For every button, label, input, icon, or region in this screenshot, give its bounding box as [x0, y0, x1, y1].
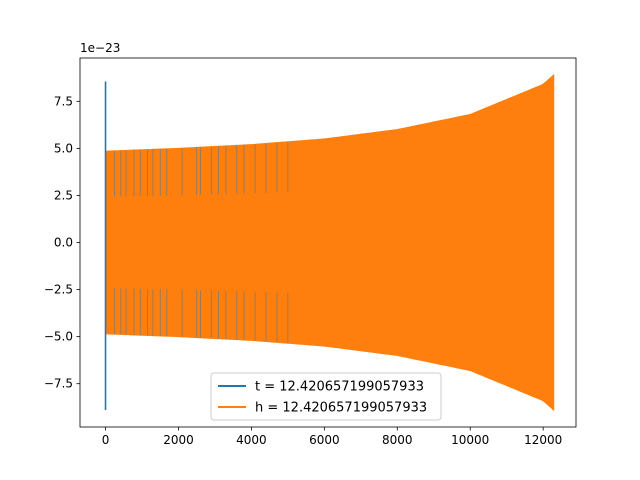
series-h-envelope [105, 73, 555, 412]
legend: t = 12.420657199057933 h = 12.42065719905… [210, 372, 442, 421]
y-tick-label: 7.5 [54, 94, 73, 108]
y-tick-label: −5.0 [44, 330, 73, 344]
plot-area [104, 73, 555, 412]
legend-box [210, 372, 442, 421]
y-tick-label: 0.0 [54, 236, 73, 250]
legend-label: h = 12.420657199057933 [255, 401, 427, 416]
y-tick-label: 2.5 [54, 188, 73, 202]
x-tick-label: 0 [102, 433, 110, 447]
x-tick-label: 10000 [451, 433, 489, 447]
x-tick-label: 8000 [382, 433, 413, 447]
y-offset-label: 1e−23 [80, 41, 120, 55]
y-tick-label: −7.5 [44, 377, 73, 391]
ticks: 0 2000 4000 6000 8000 10000 12000 −7.5 −5.0 −2.5 0… [44, 94, 562, 447]
series-group [104, 73, 555, 412]
x-tick-label: 2000 [163, 433, 194, 447]
series-t-streaks [114, 141, 289, 344]
x-tick-label: 6000 [309, 433, 340, 447]
x-tick-label: 4000 [236, 433, 267, 447]
y-tick-label: −2.5 [44, 283, 73, 297]
y-tick-label: 5.0 [54, 141, 73, 155]
legend-label: t = 12.420657199057933 [255, 380, 424, 395]
x-tick-label: 12000 [524, 433, 562, 447]
